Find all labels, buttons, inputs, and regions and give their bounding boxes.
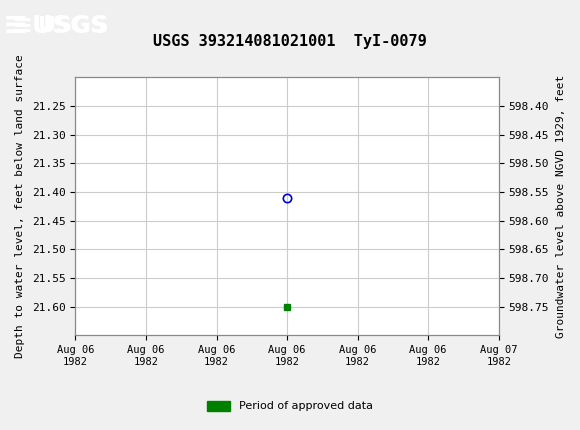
Text: ≡USGS: ≡USGS bbox=[12, 14, 110, 38]
Y-axis label: Groundwater level above NGVD 1929, feet: Groundwater level above NGVD 1929, feet bbox=[556, 75, 566, 338]
Text: USGS 393214081021001  TyI-0079: USGS 393214081021001 TyI-0079 bbox=[153, 34, 427, 49]
Legend: Period of approved data: Period of approved data bbox=[203, 396, 377, 416]
Y-axis label: Depth to water level, feet below land surface: Depth to water level, feet below land su… bbox=[15, 55, 25, 358]
Text: USGS: USGS bbox=[38, 16, 106, 36]
Text: ≡: ≡ bbox=[3, 11, 28, 40]
